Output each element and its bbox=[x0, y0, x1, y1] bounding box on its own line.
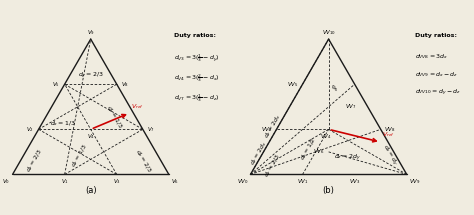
Text: $d_z=2d_x$: $d_z=2d_x$ bbox=[262, 112, 283, 140]
Text: $d_x=1/3$: $d_x=1/3$ bbox=[50, 119, 76, 127]
Text: $d_x=d_y$: $d_x=d_y$ bbox=[379, 143, 399, 168]
Text: (b): (b) bbox=[323, 186, 335, 195]
Text: $VV_0$: $VV_0$ bbox=[237, 177, 248, 186]
Text: $V_2$: $V_2$ bbox=[27, 125, 34, 134]
Text: $VV_6$: $VV_6$ bbox=[313, 147, 325, 156]
Text: $d_y=2/3$: $d_y=2/3$ bbox=[78, 71, 104, 81]
Text: $V_4$: $V_4$ bbox=[87, 132, 95, 141]
Text: $d_{V3}=3(\frac{1}{3}-d_y)$: $d_{V3}=3(\frac{1}{3}-d_y)$ bbox=[174, 52, 220, 64]
Text: $d_{VV9}=d_x-d_z$: $d_{VV9}=d_x-d_z$ bbox=[415, 70, 458, 79]
Text: $d_{VV10}=d_y-d_z$: $d_{VV10}=d_y-d_z$ bbox=[415, 88, 461, 98]
Text: $d_{VV8}=3d_x$: $d_{VV8}=3d_x$ bbox=[415, 52, 447, 61]
Text: $VV_7$: $VV_7$ bbox=[345, 102, 357, 111]
Text: $V_3$: $V_3$ bbox=[113, 177, 121, 186]
Text: $VV_3$: $VV_3$ bbox=[349, 177, 361, 186]
Text: $V_7$: $V_7$ bbox=[147, 125, 155, 134]
Text: $V_8$: $V_8$ bbox=[121, 80, 129, 89]
Text: $d_{V4}=3(\frac{2}{3}-d_x)$: $d_{V4}=3(\frac{2}{3}-d_x)$ bbox=[174, 72, 220, 84]
Text: $V_9$: $V_9$ bbox=[87, 28, 95, 37]
Text: $d_z=1/3$: $d_z=1/3$ bbox=[70, 143, 90, 169]
Text: $V_5$: $V_5$ bbox=[53, 80, 60, 89]
Text: $V_0$: $V_0$ bbox=[2, 177, 10, 186]
Text: $d_z=2/3$: $d_z=2/3$ bbox=[25, 147, 45, 174]
Text: $VV_2$: $VV_2$ bbox=[261, 125, 273, 134]
Text: $VV_9$: $VV_9$ bbox=[409, 177, 420, 186]
Text: $V_{ref}$: $V_{ref}$ bbox=[382, 130, 395, 139]
Text: $VV_1$: $VV_1$ bbox=[297, 177, 309, 186]
Text: $d_z=2/3$: $d_z=2/3$ bbox=[263, 152, 283, 179]
Text: Duty ratios:: Duty ratios: bbox=[174, 33, 216, 38]
Text: $V_{ref}$: $V_{ref}$ bbox=[131, 102, 144, 111]
Text: $VV_4$: $VV_4$ bbox=[320, 132, 332, 141]
Text: $d_z=1/2$: $d_z=1/2$ bbox=[299, 135, 319, 161]
Text: $VV_5$: $VV_5$ bbox=[287, 80, 299, 89]
Text: $V_1$: $V_1$ bbox=[61, 177, 69, 186]
Text: (a): (a) bbox=[85, 186, 97, 195]
Text: $d''$: $d''$ bbox=[328, 83, 338, 92]
Text: $d_z=1/3$: $d_z=1/3$ bbox=[103, 103, 124, 130]
Text: $V_6$: $V_6$ bbox=[171, 177, 179, 186]
Text: $d_{V7}=3(\frac{1}{3}-d_z)$: $d_{V7}=3(\frac{1}{3}-d_z)$ bbox=[174, 92, 219, 104]
Text: $VV_{10}$: $VV_{10}$ bbox=[321, 28, 336, 37]
Text: $d_z=2d_x$: $d_z=2d_x$ bbox=[248, 140, 269, 167]
Text: Duty ratios:: Duty ratios: bbox=[415, 33, 456, 38]
Text: $d_z=2d_y$: $d_z=2d_y$ bbox=[334, 153, 360, 163]
Text: $d_z=2/3$: $d_z=2/3$ bbox=[133, 147, 153, 174]
Text: $VV_8$: $VV_8$ bbox=[384, 125, 396, 134]
